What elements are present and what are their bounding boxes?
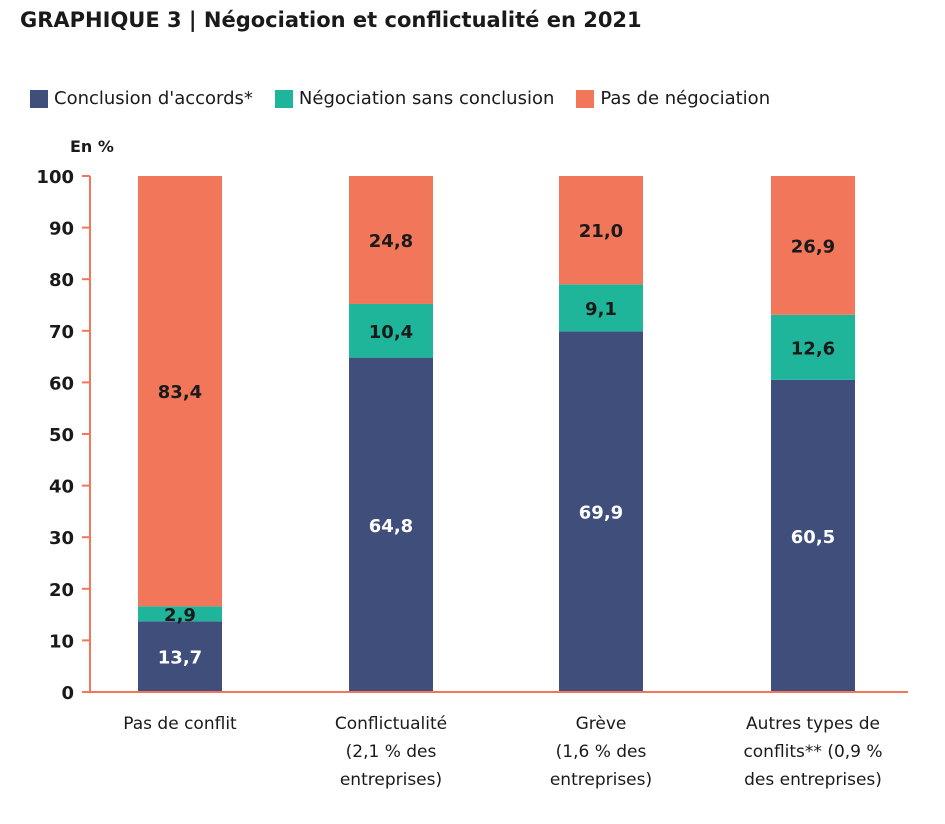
legend-swatch-negociation	[274, 89, 293, 108]
bar-segment-0-2	[138, 176, 222, 607]
y-tick-label-90: 90	[49, 219, 74, 240]
bar-segment-2-1	[559, 284, 643, 332]
data-label-1-2: 24,8	[369, 231, 413, 252]
data-label-0-0: 13,7	[158, 648, 202, 669]
x-tick-label-1-1: (2,1 % des	[346, 742, 437, 762]
y-tick-label-60: 60	[49, 373, 74, 394]
data-label-3-2: 26,9	[791, 236, 835, 257]
bar-segment-1-2	[349, 176, 433, 304]
y-tick-label-80: 80	[49, 270, 74, 291]
x-tick-label-2-2: entreprises)	[550, 770, 652, 790]
data-label-3-1: 12,6	[791, 338, 835, 359]
legend: Conclusion d'accords* Négociation sans c…	[30, 88, 792, 109]
chart-title: GRAPHIQUE 3 | Négociation et conflictual…	[20, 8, 642, 32]
legend-label-conclusion: Conclusion d'accords*	[54, 88, 253, 109]
bar-segment-3-2	[771, 176, 855, 315]
y-tick-label-40: 40	[49, 477, 74, 498]
data-label-3-0: 60,5	[791, 527, 835, 548]
data-label-2-2: 21,0	[579, 221, 623, 242]
data-label-2-1: 9,1	[585, 299, 617, 320]
bar-segment-2-2	[559, 176, 643, 285]
y-tick-label-20: 20	[49, 580, 74, 601]
y-tick-label-0: 0	[61, 683, 74, 704]
legend-item-conclusion: Conclusion d'accords*	[30, 88, 253, 109]
x-tick-label-3-1: conflits** (0,9 %	[743, 742, 882, 762]
data-label-0-1: 2,9	[164, 605, 196, 626]
x-tick-label-2-0: Grève	[576, 714, 627, 734]
data-label-0-2: 83,4	[158, 382, 202, 403]
bar-segment-0-0	[138, 621, 222, 692]
bar-segment-1-1	[349, 303, 433, 358]
x-tick-label-3-0: Autres types de	[746, 714, 880, 734]
y-axis-label: En %	[70, 137, 114, 156]
y-tick-label-30: 30	[49, 528, 74, 549]
x-tick-label-1-0: Conflictualité	[335, 714, 447, 734]
legend-swatch-conclusion	[30, 89, 48, 108]
bar-segment-3-0	[771, 379, 855, 692]
x-tick-label-1-2: entreprises)	[340, 770, 442, 790]
data-label-1-0: 64,8	[369, 516, 413, 537]
x-tick-label-0-0: Pas de conflit	[123, 714, 237, 734]
bar-segment-3-1	[771, 314, 855, 380]
y-tick-label-100: 100	[36, 167, 74, 188]
data-label-1-1: 10,4	[369, 322, 413, 343]
legend-label-negociation: Négociation sans conclusion	[298, 88, 555, 109]
x-tick-label-3-2: des entreprises)	[744, 770, 882, 790]
bar-segment-0-1	[138, 606, 222, 622]
legend-label-pas-negociation: Pas de négociation	[600, 88, 771, 109]
bar-segment-2-0	[559, 331, 643, 692]
data-label-2-0: 69,9	[579, 503, 623, 524]
y-tick-label-50: 50	[49, 425, 74, 446]
legend-item-pas-negociation: Pas de négociation	[576, 88, 770, 109]
legend-item-negociation: Négociation sans conclusion	[274, 88, 555, 109]
y-tick-label-70: 70	[49, 322, 74, 343]
bar-segment-1-0	[349, 357, 433, 692]
y-tick-label-10: 10	[49, 631, 74, 652]
x-tick-label-2-1: (1,6 % des	[556, 742, 647, 762]
legend-swatch-pas-negociation	[576, 89, 595, 108]
